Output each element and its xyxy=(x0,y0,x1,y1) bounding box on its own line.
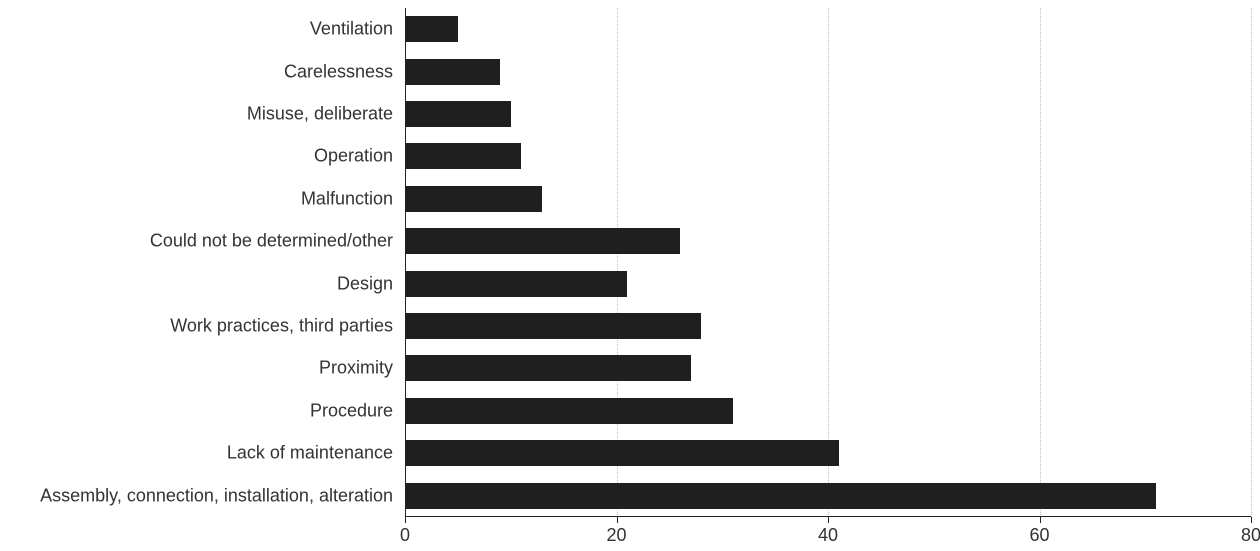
bar xyxy=(405,101,511,127)
y-tick-label: Procedure xyxy=(310,400,393,421)
bar xyxy=(405,16,458,42)
gridline xyxy=(1040,8,1041,517)
bar xyxy=(405,313,701,339)
x-tick-label: 40 xyxy=(818,525,838,546)
x-tick-label: 20 xyxy=(606,525,626,546)
x-tick-mark xyxy=(1251,517,1252,523)
x-tick-mark xyxy=(617,517,618,523)
x-tick-label: 80 xyxy=(1241,525,1260,546)
x-tick-mark xyxy=(1040,517,1041,523)
y-tick-label: Design xyxy=(337,273,393,294)
bar xyxy=(405,355,691,381)
bar xyxy=(405,440,839,466)
gridline xyxy=(1251,8,1252,517)
bar xyxy=(405,143,521,169)
y-tick-label: Could not be determined/other xyxy=(150,231,393,252)
y-tick-label: Ventilation xyxy=(310,19,393,40)
y-tick-label: Carelessness xyxy=(284,61,393,82)
y-tick-label: Misuse, deliberate xyxy=(247,104,393,125)
y-tick-label: Malfunction xyxy=(301,188,393,209)
bar xyxy=(405,483,1156,509)
horizontal-bar-chart: Ventilation Carelessness Misuse, deliberat… xyxy=(0,0,1260,551)
x-tick-mark xyxy=(828,517,829,523)
y-tick-label: Work practices, third parties xyxy=(170,316,393,337)
x-tick-label: 0 xyxy=(400,525,410,546)
y-tick-label: Operation xyxy=(314,146,393,167)
y-tick-label: Proximity xyxy=(319,358,393,379)
bar xyxy=(405,228,680,254)
bar xyxy=(405,186,542,212)
bar xyxy=(405,398,733,424)
bar xyxy=(405,59,500,85)
plot-area xyxy=(405,8,1251,517)
x-tick-label: 60 xyxy=(1029,525,1049,546)
y-tick-label: Assembly, connection, installation, alte… xyxy=(40,485,393,506)
x-tick-mark xyxy=(405,517,406,523)
y-tick-label: Lack of maintenance xyxy=(227,443,393,464)
bar xyxy=(405,271,627,297)
